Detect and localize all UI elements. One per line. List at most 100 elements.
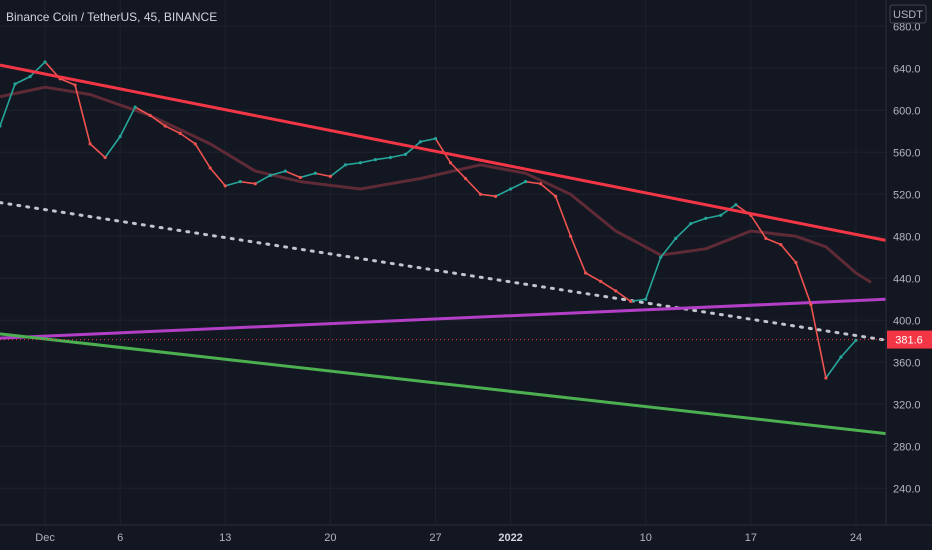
currency-label: USDT bbox=[893, 9, 923, 21]
price-point bbox=[103, 155, 107, 160]
price-point bbox=[283, 169, 287, 173]
price-tick-label: 560.0 bbox=[893, 147, 921, 159]
price-segment bbox=[284, 170, 302, 179]
price-segment bbox=[614, 290, 632, 303]
price-segment bbox=[599, 280, 617, 292]
currency-button-border bbox=[889, 4, 927, 24]
price-point bbox=[28, 75, 32, 79]
price-point bbox=[764, 236, 768, 240]
price-point bbox=[824, 376, 828, 380]
price-tick-label: 320.0 bbox=[893, 399, 921, 411]
last-price-label: 381.6 bbox=[895, 335, 923, 347]
price-segment bbox=[269, 170, 287, 177]
price-segment bbox=[194, 143, 212, 169]
plot-area[interactable] bbox=[0, 60, 888, 436]
time-axis[interactable]: Dec 6 13 20 27 2022 10 17 24 bbox=[35, 532, 862, 544]
price-segment bbox=[629, 298, 647, 303]
price-tick-label: 520.0 bbox=[893, 189, 921, 201]
trendline-lower[interactable] bbox=[0, 332, 887, 436]
grid bbox=[0, 0, 886, 525]
price-point bbox=[88, 142, 92, 146]
price-point bbox=[674, 236, 678, 240]
price-segment bbox=[179, 132, 197, 145]
price-segment bbox=[569, 235, 587, 274]
price-segment bbox=[659, 237, 677, 259]
price-point bbox=[689, 222, 693, 226]
price-segment bbox=[329, 164, 347, 178]
price-point bbox=[253, 182, 257, 186]
price-axis[interactable]: 680.0 640.0 600.0 560.0 520.0 480.0 440.0 400.0… bbox=[887, 21, 932, 495]
time-tick-label: Dec bbox=[35, 532, 55, 544]
price-point bbox=[238, 180, 242, 184]
currency-button[interactable]: USDT bbox=[889, 4, 927, 24]
price-point bbox=[328, 174, 332, 178]
price-point bbox=[133, 105, 137, 109]
price-segment bbox=[644, 256, 662, 301]
time-tick-label: 27 bbox=[429, 532, 441, 544]
price-point bbox=[343, 163, 347, 167]
price-segment bbox=[554, 195, 572, 238]
price-point bbox=[43, 60, 47, 64]
price-segment bbox=[494, 188, 512, 198]
price-segment bbox=[539, 182, 557, 198]
price-point bbox=[539, 182, 543, 186]
price-segment bbox=[374, 156, 392, 161]
price-tick-label: 280.0 bbox=[893, 441, 921, 453]
price-point bbox=[809, 302, 813, 307]
price-point bbox=[614, 289, 618, 293]
price-segment bbox=[689, 217, 707, 225]
price-point bbox=[388, 155, 393, 160]
price-point bbox=[644, 297, 648, 301]
price-point bbox=[704, 216, 708, 220]
price-segment bbox=[389, 153, 407, 159]
price-segment bbox=[314, 172, 332, 178]
time-tick-label: 13 bbox=[219, 532, 231, 544]
price-segment bbox=[584, 272, 602, 283]
price-segment bbox=[464, 177, 482, 196]
price-point bbox=[839, 355, 843, 359]
time-tick-label: 17 bbox=[745, 532, 757, 544]
price-segment bbox=[104, 135, 121, 159]
price-segment bbox=[344, 161, 362, 166]
price-segment bbox=[825, 356, 842, 379]
price-point bbox=[178, 131, 182, 135]
price-point bbox=[163, 124, 167, 128]
price-point bbox=[779, 243, 783, 247]
price-segment bbox=[434, 137, 452, 164]
price-point bbox=[223, 184, 227, 188]
trendline-support[interactable] bbox=[0, 297, 887, 340]
price-segment bbox=[449, 161, 467, 180]
price-segment bbox=[359, 158, 377, 164]
price-segment bbox=[509, 180, 527, 190]
price-point bbox=[118, 134, 122, 139]
time-tick-label: 6 bbox=[117, 532, 123, 544]
time-tick-label: 24 bbox=[850, 532, 862, 544]
price-tick-label: 480.0 bbox=[893, 231, 921, 243]
price-point bbox=[433, 137, 438, 141]
price-segment bbox=[810, 303, 827, 379]
price-point bbox=[448, 161, 453, 165]
price-segment bbox=[224, 180, 242, 187]
price-segment bbox=[29, 61, 46, 78]
price-segment bbox=[795, 261, 812, 306]
price-segment bbox=[299, 172, 317, 179]
trendline-dotted[interactable] bbox=[0, 201, 888, 342]
price-tick-label: 240.0 bbox=[893, 483, 921, 495]
price-tick-label: 440.0 bbox=[893, 273, 921, 285]
price-segment bbox=[750, 214, 767, 240]
price-point bbox=[73, 83, 77, 87]
price-point bbox=[0, 124, 2, 128]
price-segment bbox=[254, 174, 272, 185]
price-point bbox=[599, 279, 603, 283]
price-segment bbox=[14, 75, 31, 85]
price-point bbox=[148, 113, 152, 118]
price-point bbox=[463, 176, 468, 181]
last-price-tag[interactable] bbox=[887, 330, 932, 349]
price-segment bbox=[134, 106, 151, 117]
price-segment bbox=[164, 125, 182, 135]
trendline-upper[interactable] bbox=[0, 63, 887, 242]
price-segment bbox=[74, 84, 91, 145]
price-tick-label: 400.0 bbox=[893, 315, 921, 327]
